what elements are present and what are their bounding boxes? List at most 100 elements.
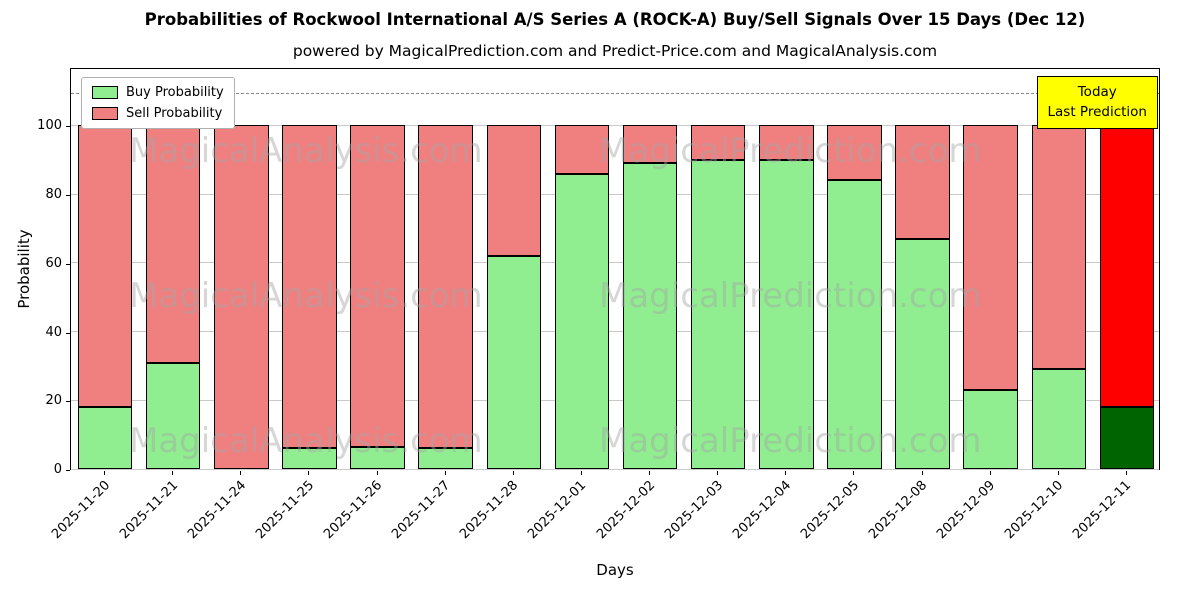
gridline: [71, 124, 1159, 126]
x-tick-mark: [308, 471, 310, 475]
x-tick-label: 2025-11-28: [457, 478, 522, 543]
sell-probability-swatch: [92, 107, 118, 120]
buy-bar-2025-11-21: [145, 362, 201, 469]
x-axis-label: Days: [596, 561, 634, 579]
x-tick-label: 2025-11-24: [184, 478, 249, 543]
x-tick-mark: [376, 471, 378, 475]
y-axis-label: Probability: [15, 229, 33, 309]
x-tick-label: 2025-12-02: [593, 478, 658, 543]
buy-bar-2025-11-25: [282, 448, 337, 469]
today-annotation-box: Today Last Prediction: [1036, 76, 1158, 129]
x-tick-label: 2025-11-20: [48, 478, 113, 543]
buy-bar-2025-12-01: [554, 173, 610, 469]
sell-bar-2025-12-10: [1031, 125, 1087, 370]
x-tick-mark: [444, 471, 446, 475]
y-tick-label: 80: [45, 187, 62, 203]
x-tick-mark: [785, 471, 787, 475]
plot-area: MagicalAnalysis.com MagicalPrediction.com…: [70, 68, 1160, 470]
x-tick-mark: [649, 471, 651, 475]
gridlines-layer: [71, 69, 1159, 470]
x-tick-label: 2025-12-08: [866, 478, 931, 543]
x-tick-label: 2025-12-11: [1070, 478, 1135, 543]
gridline: [71, 468, 1159, 470]
watermark-text: MagicalAnalysis.com: [129, 131, 483, 171]
legend-label-sell: Sell Probability: [126, 106, 223, 121]
buy-bar-2025-11-28: [486, 255, 542, 469]
x-tick-mark: [172, 471, 174, 475]
gridline: [71, 331, 1159, 333]
x-tick-label: 2025-12-10: [1002, 478, 1067, 543]
watermark-text: MagicalPrediction.com: [599, 421, 982, 461]
legend-item-buy: Buy Probability: [92, 85, 224, 100]
buy-bar-2025-11-26: [350, 446, 405, 469]
watermark-text: MagicalPrediction.com: [599, 131, 982, 171]
chart-title: Probabilities of Rockwool International …: [144, 10, 1086, 29]
x-tick-label: 2025-11-25: [253, 478, 318, 543]
watermark-text: MagicalAnalysis.com: [129, 421, 483, 461]
x-tick-mark: [989, 471, 991, 475]
buy-bar-2025-12-09: [963, 389, 1018, 469]
watermark-text: MagicalAnalysis.com: [129, 276, 483, 316]
x-tick-mark: [921, 471, 923, 475]
buy-bar-2025-12-04: [759, 159, 814, 469]
y-tick-label: 0: [53, 462, 62, 477]
x-tick-mark: [1125, 471, 1127, 475]
x-tick-label: 2025-11-21: [116, 478, 181, 543]
x-tick-mark: [104, 471, 106, 475]
x-tick-label: 2025-12-03: [661, 478, 726, 543]
sell-bar-2025-11-26: [350, 125, 405, 447]
buy-bar-2025-11-20: [77, 407, 133, 469]
sell-bar-2025-12-09: [963, 125, 1018, 390]
y-tick-mark: [66, 470, 70, 471]
x-tick-mark: [580, 471, 582, 475]
x-tick-mark: [512, 471, 514, 475]
x-tick-label: 2025-12-04: [729, 478, 794, 543]
gridline: [71, 193, 1159, 195]
legend: Buy Probability Sell Probability: [81, 77, 235, 129]
buy-bar-2025-12-11: [1099, 407, 1155, 469]
buy-probability-swatch: [92, 86, 118, 99]
sell-bar-2025-12-11: [1099, 125, 1155, 408]
y-tick-label: 20: [45, 393, 62, 409]
sell-bar-2025-12-01: [554, 125, 610, 174]
y-tick-label: 100: [37, 118, 62, 134]
x-tick-label: 2025-11-26: [321, 478, 386, 543]
x-tick-label: 2025-11-27: [389, 478, 454, 543]
buy-bar-2025-11-27: [418, 448, 473, 469]
x-tick-label: 2025-12-05: [798, 478, 863, 543]
sell-bar-2025-11-24: [214, 125, 269, 469]
watermark-layer: MagicalAnalysis.com MagicalPrediction.com…: [71, 69, 1159, 469]
sell-bar-2025-11-27: [418, 125, 473, 449]
sell-bar-2025-12-03: [690, 125, 746, 160]
sell-bar-2025-12-02: [622, 125, 678, 164]
buy-bar-2025-12-03: [690, 159, 746, 469]
sell-bar-2025-12-05: [827, 125, 882, 181]
today-annotation-line1: Today: [1077, 84, 1117, 100]
sell-bar-2025-11-21: [145, 125, 201, 363]
sell-bar-2025-12-08: [895, 125, 950, 239]
gridline: [71, 399, 1159, 401]
chart-subtitle: powered by MagicalPrediction.com and Pre…: [292, 42, 938, 60]
sell-bar-2025-11-20: [77, 125, 133, 408]
upper-threshold-dashed-line: [71, 93, 1159, 95]
buy-bar-2025-12-05: [827, 180, 882, 469]
watermark-text: MagicalPrediction.com: [599, 276, 982, 316]
x-tick-mark: [240, 471, 242, 475]
legend-item-sell: Sell Probability: [92, 106, 224, 121]
today-annotation-line2: Last Prediction: [1047, 104, 1147, 121]
x-tick-mark: [717, 471, 719, 475]
sell-bar-2025-12-04: [759, 125, 814, 160]
x-tick-mark: [853, 471, 855, 475]
sell-bar-2025-11-28: [486, 125, 542, 256]
legend-label-buy: Buy Probability: [126, 85, 224, 100]
buy-bar-2025-12-10: [1031, 369, 1087, 469]
x-tick-label: 2025-12-09: [934, 478, 999, 543]
y-tick-label: 40: [45, 324, 62, 340]
x-tick-label: 2025-12-01: [525, 478, 590, 543]
sell-bar-2025-11-25: [282, 125, 337, 449]
buy-bar-2025-12-02: [622, 163, 678, 469]
gridline: [71, 262, 1159, 264]
buy-bar-2025-12-08: [895, 238, 950, 469]
x-tick-mark: [1057, 471, 1059, 475]
